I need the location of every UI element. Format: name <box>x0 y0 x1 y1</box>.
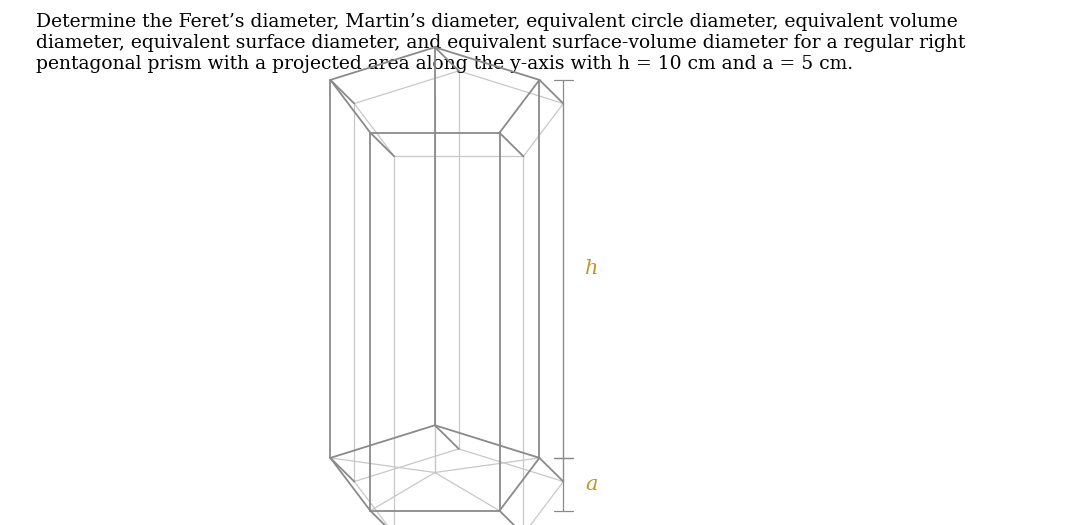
Text: Determine the Feret’s diameter, Martin’s diameter, equivalent circle diameter, e: Determine the Feret’s diameter, Martin’s… <box>37 13 966 73</box>
Text: h: h <box>585 259 598 278</box>
Text: a: a <box>585 475 598 494</box>
